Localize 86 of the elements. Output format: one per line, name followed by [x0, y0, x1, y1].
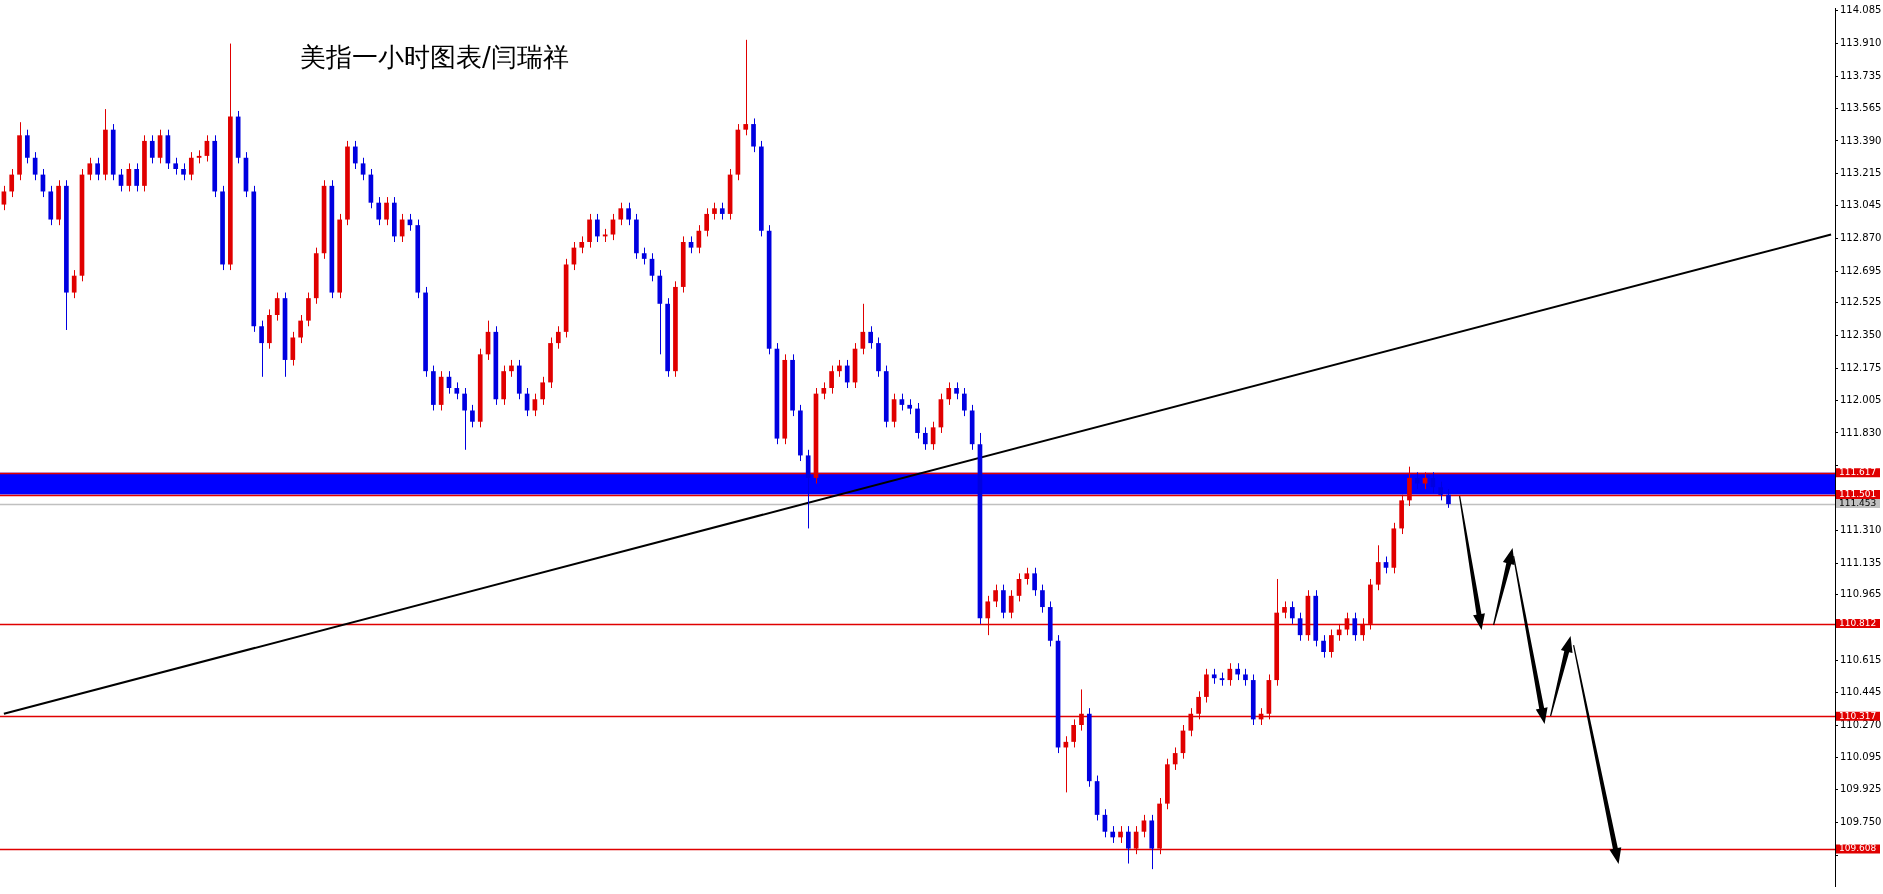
candlestick: [1040, 584, 1045, 614]
y-tick-label: 113.910: [1840, 37, 1882, 49]
y-tick-label: 111.135: [1840, 556, 1882, 568]
candlestick: [462, 387, 467, 451]
candlestick: [618, 202, 624, 226]
candlestick: [805, 449, 811, 529]
text: 美指一小时图表/闫瑞祥: [300, 42, 569, 72]
y-tick-label: 113.735: [1840, 69, 1882, 81]
y-tick-label: 113.565: [1840, 101, 1882, 113]
candlestick: [751, 117, 756, 153]
y-tick-label: 110.270: [1840, 718, 1882, 730]
candlestick: [149, 134, 155, 164]
candlestick: [134, 162, 139, 192]
candlestick: [1446, 488, 1451, 509]
candlestick: [743, 39, 749, 136]
candlestick: [626, 202, 631, 226]
ref-line-label: 111.617: [1839, 467, 1877, 478]
y-tick-label: 111.830: [1840, 426, 1882, 438]
candlestick: [352, 140, 358, 170]
candlestick: [71, 269, 77, 299]
y-tick-label: 112.350: [1840, 329, 1882, 341]
y-tick-label: 114.085: [1840, 4, 1882, 16]
y-tick-label: 112.525: [1840, 296, 1882, 308]
candlestick: [1204, 668, 1209, 704]
candlestick: [1008, 589, 1014, 619]
candlestick: [962, 387, 967, 417]
candlestick: [922, 426, 928, 451]
candlestick: [1438, 481, 1444, 501]
y-tick-label: 109.750: [1840, 815, 1882, 827]
candlestick: [1172, 746, 1178, 771]
candlestick: [1375, 544, 1381, 591]
ref-line-label: 111.501: [1839, 488, 1877, 499]
candlestick: [259, 320, 264, 378]
candlestick: [1321, 634, 1326, 659]
candlestick: [540, 376, 546, 406]
candlestick: [844, 359, 850, 389]
candlestick: [384, 196, 389, 226]
y-tick-label: 110.095: [1840, 751, 1882, 763]
candlestick: [1352, 612, 1358, 642]
candlestick: [1125, 825, 1131, 865]
candlestick: [555, 325, 561, 350]
candlestick: [306, 292, 311, 327]
y-tick-label: 112.695: [1840, 264, 1882, 276]
candlestick: [1001, 584, 1006, 619]
ref-line-label: 109.608: [1839, 843, 1877, 854]
candlestick: [868, 325, 873, 350]
candlestick: [1141, 814, 1147, 838]
candlestick: [9, 168, 15, 198]
candlestick: [290, 331, 296, 367]
y-tick-label: 112.175: [1840, 361, 1882, 373]
candlestick: [1071, 718, 1077, 748]
candlestick: [704, 207, 710, 237]
y-tick-label: 112.005: [1840, 393, 1882, 405]
candlestick: [829, 365, 834, 395]
candlestick: [595, 213, 600, 243]
candlestick: [1227, 662, 1233, 687]
candlestick: [946, 381, 952, 406]
candlestick: [298, 314, 303, 344]
y-tick-label: 110.445: [1840, 685, 1882, 697]
candlestick: [87, 157, 93, 181]
y-tick-label: 112.870: [1840, 231, 1882, 243]
candlestick: [860, 303, 866, 355]
y-tick-label: 113.215: [1840, 167, 1882, 179]
candlestick: [126, 162, 132, 192]
candlestick: [1289, 600, 1295, 625]
y-tick-label: 110.615: [1840, 654, 1882, 666]
ref-line-label: 110.317: [1839, 710, 1877, 721]
candlestick: [95, 157, 100, 181]
candlestick: [993, 584, 998, 608]
candlestick: [1032, 567, 1037, 597]
candlestick: [1329, 629, 1334, 659]
candlestick: [470, 404, 475, 428]
ref-line-label: 110.812: [1839, 617, 1877, 628]
ref-line-label: 111.453: [1839, 497, 1877, 508]
candlestick: [360, 157, 366, 181]
y-tick-label: 113.045: [1840, 199, 1882, 211]
y-tick-label: 109.925: [1840, 783, 1882, 795]
candlestick: [587, 213, 592, 249]
candlestick: [188, 151, 194, 181]
y-tick-label: 111.310: [1840, 523, 1882, 535]
candlestick: [1, 185, 7, 211]
y-tick-label: 113.390: [1840, 134, 1882, 146]
candlestick: [274, 292, 280, 322]
y-tick-label: 110.965: [1840, 588, 1882, 600]
candlestick: [376, 196, 382, 226]
candlestick: [24, 129, 30, 164]
